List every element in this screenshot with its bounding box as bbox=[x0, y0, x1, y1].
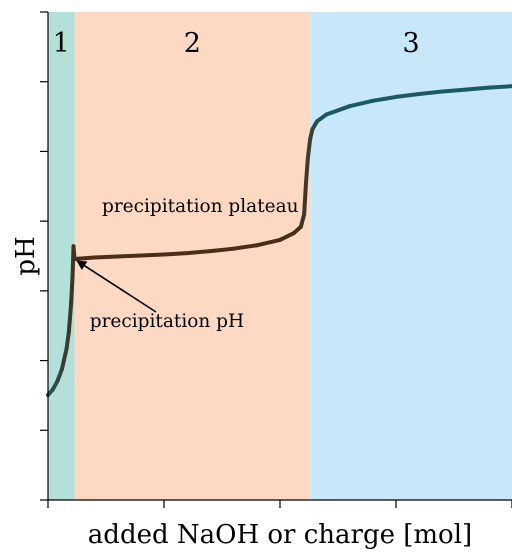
curve-segment bbox=[208, 246, 236, 254]
ph-curve bbox=[46, 84, 512, 398]
annotation-precipitation-plateau: precipitation plateau bbox=[102, 196, 299, 217]
plot-axes bbox=[40, 11, 512, 508]
curve-segment bbox=[162, 251, 190, 257]
curve-segment bbox=[486, 84, 512, 90]
annotations: precipitation plateau precipitation pH bbox=[76, 196, 299, 332]
curve-segment bbox=[231, 243, 259, 251]
curve-segment bbox=[115, 253, 143, 259]
curve-segment bbox=[278, 231, 296, 242]
curve-segment bbox=[66, 300, 74, 334]
curve-segment bbox=[370, 94, 398, 103]
curve-segment bbox=[71, 244, 77, 261]
region-band-1 bbox=[48, 12, 75, 500]
curve-segment bbox=[138, 252, 166, 258]
curve-segment bbox=[440, 87, 468, 94]
curve-segment bbox=[298, 212, 307, 229]
curve-segment bbox=[64, 329, 71, 351]
curve-segment bbox=[73, 255, 97, 261]
curve-segment bbox=[59, 346, 69, 372]
curve-segment bbox=[69, 273, 75, 305]
curve-segment bbox=[254, 237, 282, 248]
curve-segment bbox=[302, 180, 308, 217]
curve-segment bbox=[394, 91, 422, 99]
y-axis-label: pH bbox=[11, 236, 41, 275]
region-label-1: 1 bbox=[53, 28, 70, 59]
curve-segment bbox=[417, 89, 445, 96]
curve-segment bbox=[324, 104, 352, 117]
x-axis-label: added NaOH or charge [mol] bbox=[88, 520, 472, 550]
curve-segment bbox=[92, 254, 120, 260]
annotation-precipitation-ph: precipitation pH bbox=[90, 311, 244, 332]
annotation-arrow bbox=[76, 260, 157, 313]
curve-segment bbox=[463, 85, 491, 92]
region-band-3 bbox=[310, 12, 512, 500]
region-label-3: 3 bbox=[402, 28, 419, 59]
region-label-2: 2 bbox=[184, 28, 201, 59]
curve-segment bbox=[305, 136, 313, 161]
curve-segment bbox=[55, 367, 64, 384]
curve-segment bbox=[347, 98, 375, 109]
curve-segment bbox=[303, 156, 310, 185]
curve-segment bbox=[185, 249, 213, 256]
